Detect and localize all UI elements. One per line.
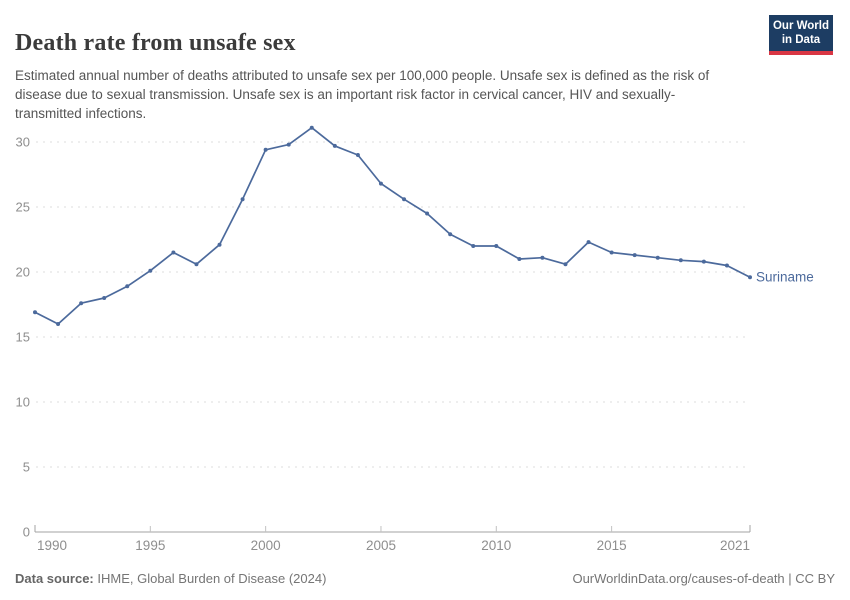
data-point — [240, 197, 245, 202]
data-point — [102, 296, 107, 300]
y-tick-label: 25 — [16, 200, 30, 215]
data-point — [56, 322, 61, 326]
data-point — [724, 263, 729, 268]
data-point — [355, 153, 360, 157]
owid-logo-line2: in Data — [781, 34, 821, 47]
y-tick-label: 5 — [23, 460, 30, 475]
series-line — [34, 126, 751, 325]
data-point — [748, 275, 752, 280]
data-point — [609, 250, 614, 255]
data-source-text: IHME, Global Burden of Disease (2024) — [93, 571, 327, 586]
data-point — [586, 240, 591, 245]
data-point — [171, 250, 176, 255]
data-point — [378, 181, 383, 186]
data-point — [701, 259, 706, 264]
x-tick-label: 1990 — [37, 538, 67, 553]
owid-logo-line1: Our World — [772, 20, 829, 32]
chart-footer: Data source: IHME, Global Burden of Dise… — [15, 571, 835, 586]
data-point — [125, 284, 130, 289]
x-tick-label: 2005 — [366, 538, 396, 553]
data-point — [632, 253, 637, 258]
data-source-label: Data source: — [15, 571, 94, 586]
data-point — [563, 262, 568, 267]
data-point — [148, 268, 153, 273]
data-point — [79, 301, 84, 306]
data-point — [471, 244, 476, 248]
x-tick-label: 1995 — [135, 538, 165, 553]
citation-link[interactable]: OurWorldinData.org/causes-of-death | CC … — [572, 571, 835, 586]
data-point — [655, 255, 660, 260]
data-point — [332, 143, 337, 148]
owid-logo-red-bar — [769, 50, 833, 55]
x-tick-label: 2015 — [597, 538, 627, 553]
chart-area: 0 5 10 15 20 25 30 1990 1995 2000 2005 2010 2015 2021… — [0, 113, 850, 563]
data-point — [517, 257, 522, 261]
data-point — [494, 244, 499, 248]
data-point — [33, 310, 37, 315]
data-point — [194, 262, 199, 267]
y-tick-label: 20 — [16, 265, 30, 280]
data-point — [448, 232, 453, 237]
data-point — [286, 142, 291, 147]
entity-label: Suriname — [756, 270, 814, 285]
x-tick-label: 2000 — [251, 538, 281, 553]
data-point — [263, 147, 268, 152]
chart-title: Death rate from unsafe sex — [15, 30, 296, 57]
owid-logo-box: Our World in Data — [769, 15, 833, 51]
line-chart: 0 5 10 15 20 25 30 1990 1995 2000 2005 2010 2015 2021… — [16, 125, 814, 553]
y-tick-label: 15 — [16, 330, 30, 345]
data-source: Data source: IHME, Global Burden of Dise… — [15, 571, 326, 586]
data-point — [402, 197, 407, 202]
owid-logo: Our World in Data — [769, 15, 833, 55]
x-tick-label: 2021 — [720, 538, 750, 553]
data-point — [425, 211, 430, 216]
y-tick-label: 0 — [23, 525, 30, 540]
data-point — [309, 125, 314, 130]
data-point — [217, 242, 222, 247]
data-point — [540, 255, 545, 260]
y-tick-label: 10 — [16, 395, 30, 410]
chart-subtitle: Estimated annual number of deaths attrib… — [15, 67, 710, 121]
y-tick-label: 30 — [16, 135, 30, 150]
x-tick-label: 2010 — [481, 538, 511, 553]
data-point — [678, 258, 683, 263]
